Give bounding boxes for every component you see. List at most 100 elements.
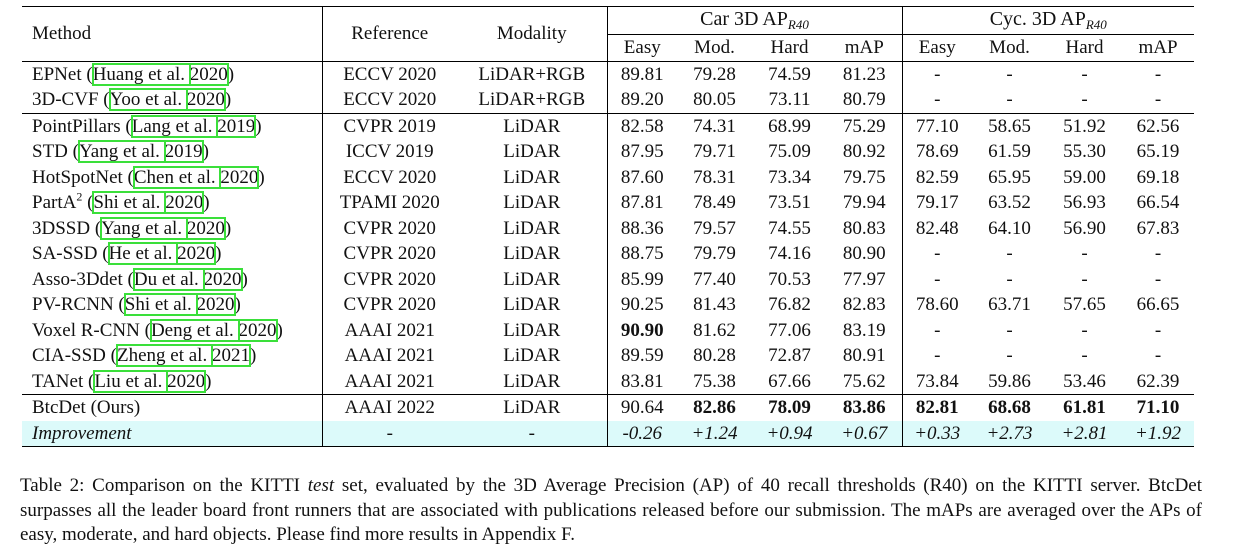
method-name: 3DSSD ( (32, 217, 102, 239)
car-value-cell: 90.25 (620, 294, 664, 315)
cyc-value-cell: 51.92 (1047, 112, 1122, 139)
citation-year-link[interactable]: 2020 (164, 191, 205, 214)
car-value-cell: 78.49 (693, 192, 736, 213)
method-name: Voxel R-CNN ( (32, 319, 151, 341)
car-value-cell: 79.79 (693, 243, 736, 264)
cyc-value-cell: - (972, 60, 1047, 87)
car-value-cell: 80.05 (693, 89, 736, 110)
car-value-cell: 76.82 (768, 294, 811, 315)
cyc-value-cell: +2.73 (972, 420, 1047, 447)
header-method: Method (22, 6, 323, 61)
cyc-value-cell: 65.19 (1136, 141, 1180, 162)
car-value-cell: -0.26 (607, 420, 677, 447)
citation-authors-link[interactable]: Liu et al. (93, 369, 169, 393)
car-value-cell: 75.29 (827, 112, 903, 139)
cyc-value-cell: 57.65 (1063, 294, 1106, 315)
cyc-value-cell: 78.60 (915, 294, 959, 315)
citation-year-link[interactable]: 2020 (188, 62, 229, 86)
citation-year-link[interactable]: 2019 (216, 114, 257, 138)
cyc-value-cell: 55.30 (1063, 141, 1106, 162)
results-body: EPNet (Huang et al. 2020) ECCV 2020 LiDAR+… (22, 60, 1195, 447)
header-row-1: Method Reference Modality Car 3D APR40 C… (22, 6, 1195, 61)
modality-cell: - (457, 420, 608, 447)
citation-authors-link[interactable]: Chen et al. (132, 165, 222, 189)
reference-cell: CVPR 2019 (322, 112, 457, 139)
citation-authors-link[interactable]: Deng et al. (149, 318, 240, 342)
citation-year-link[interactable]: 2020 (219, 165, 260, 189)
modality-cell: LiDAR+RGB (457, 60, 608, 87)
car-value-cell: 81.62 (693, 319, 736, 341)
citation-authors-link[interactable]: Shi et al. (92, 191, 167, 214)
car-value-cell: 79.57 (693, 217, 736, 239)
citation-authors-link[interactable]: Huang et al. (91, 62, 191, 86)
car-value-cell: 79.75 (827, 164, 903, 190)
cyc-value-cell: - (1154, 319, 1162, 341)
citation-year-link[interactable]: 2020 (176, 242, 217, 265)
method-cell: STD (Yang et al. 2019) (22, 139, 323, 165)
citation-authors-link[interactable]: Du et al. (132, 267, 205, 291)
method-cell: TANet (Liu et al. 2020) (22, 368, 323, 395)
table-row: PointPillars (Lang et al. 2019) CVPR 2019… (22, 112, 1195, 139)
modality-cell: LiDAR (457, 394, 608, 421)
citation-year-link[interactable]: 2020 (195, 293, 236, 316)
car-value-cell: 73.51 (768, 192, 811, 213)
car-value-cell: 73.34 (768, 166, 811, 188)
car-value-cell: 82.86 (677, 394, 752, 421)
car-value-cell: 90.64 (607, 394, 677, 421)
header-row-2: Easy Mod. Hard mAP Easy Mod. Hard mAP (22, 34, 1194, 61)
car-value-cell: 74.16 (768, 243, 811, 264)
table-row: TANet (Liu et al. 2020) AAAI 2021 LiDAR 83.… (22, 368, 1194, 395)
citation-authors-link[interactable]: Zheng et al. (115, 344, 213, 367)
car-value-cell: 88.36 (620, 217, 664, 239)
modality-cell: LiDAR (457, 241, 608, 267)
reference-cell: AAAI 2021 (344, 319, 435, 341)
reference-cell: CVPR 2020 (343, 243, 436, 264)
car-value-cell: 68.99 (752, 112, 827, 139)
cyc-value-cell: - (1006, 268, 1013, 290)
car-value-cell: 79.94 (827, 190, 903, 216)
car-value-cell: 67.66 (768, 370, 811, 392)
citation-authors-link[interactable]: Yang et al. (100, 216, 188, 240)
car-value-cell: 82.58 (607, 112, 677, 139)
citation-authors-link[interactable]: He et al. (107, 242, 179, 265)
reference-cell: CVPR 2020 (343, 294, 436, 315)
cyc-value-cell: 82.59 (915, 166, 959, 188)
method-cell: PV-RCNN (Shi et al. 2020) (22, 292, 323, 318)
citation-authors-link[interactable]: Yang et al. (77, 140, 166, 163)
table-row: 3DSSD (Yang et al. 2020) CVPR 2020 LiDAR 88… (22, 215, 1194, 241)
cyc-value-cell: +0.33 (902, 420, 972, 447)
citation-year-link[interactable]: 2020 (237, 318, 278, 342)
table-row: PartA2 (Shi et al. 2020) TPAMI 2020 LiDAR 8… (22, 190, 1194, 216)
citation-year-link[interactable]: 2020 (185, 88, 226, 111)
method-close-paren: ) (202, 141, 209, 162)
citation-year-link[interactable]: 2020 (202, 267, 243, 291)
method-cell: SA-SSD (He et al. 2020) (22, 241, 323, 267)
cyc-value-cell: 82.48 (915, 217, 959, 239)
cyc-value-cell: 63.71 (988, 294, 1031, 315)
car-value-cell: 81.43 (693, 294, 736, 315)
citation-year-link[interactable]: 2019 (163, 140, 204, 163)
car-value-cell: 77.06 (768, 319, 811, 341)
modality-cell: LiDAR (457, 343, 608, 369)
method-close-paren: ) (255, 115, 262, 137)
citation-year-link[interactable]: 2021 (210, 344, 251, 367)
citation-authors-link[interactable]: Yoo et al. (108, 88, 188, 111)
car-value-cell: 89.20 (620, 89, 664, 110)
citation-authors-link[interactable]: Shi et al. (123, 293, 198, 316)
citation-authors-link[interactable]: Lang et al. (130, 114, 219, 138)
car-value-cell: 78.09 (752, 394, 827, 421)
header-cyc-mod: Mod. (989, 36, 1030, 58)
car-value-cell: 90.90 (620, 319, 664, 341)
car-value-cell: 80.28 (693, 345, 736, 366)
method-close-paren: ) (258, 166, 265, 188)
citation-year-link[interactable]: 2020 (185, 216, 226, 240)
modality-cell: LiDAR+RGB (457, 87, 608, 113)
header-cyc-group: Cyc. 3D APR40 (902, 6, 1195, 35)
cyc-value-cell: 59.00 (1063, 166, 1106, 188)
cyc-value-cell: - (1122, 60, 1195, 87)
car-value-cell: 87.81 (620, 192, 664, 213)
citation-year-link[interactable]: 2020 (166, 369, 207, 393)
cyc-value-cell: +1.92 (1122, 420, 1195, 447)
method-close-paren: ) (203, 192, 210, 213)
cyc-value-cell: +2.81 (1047, 420, 1122, 447)
